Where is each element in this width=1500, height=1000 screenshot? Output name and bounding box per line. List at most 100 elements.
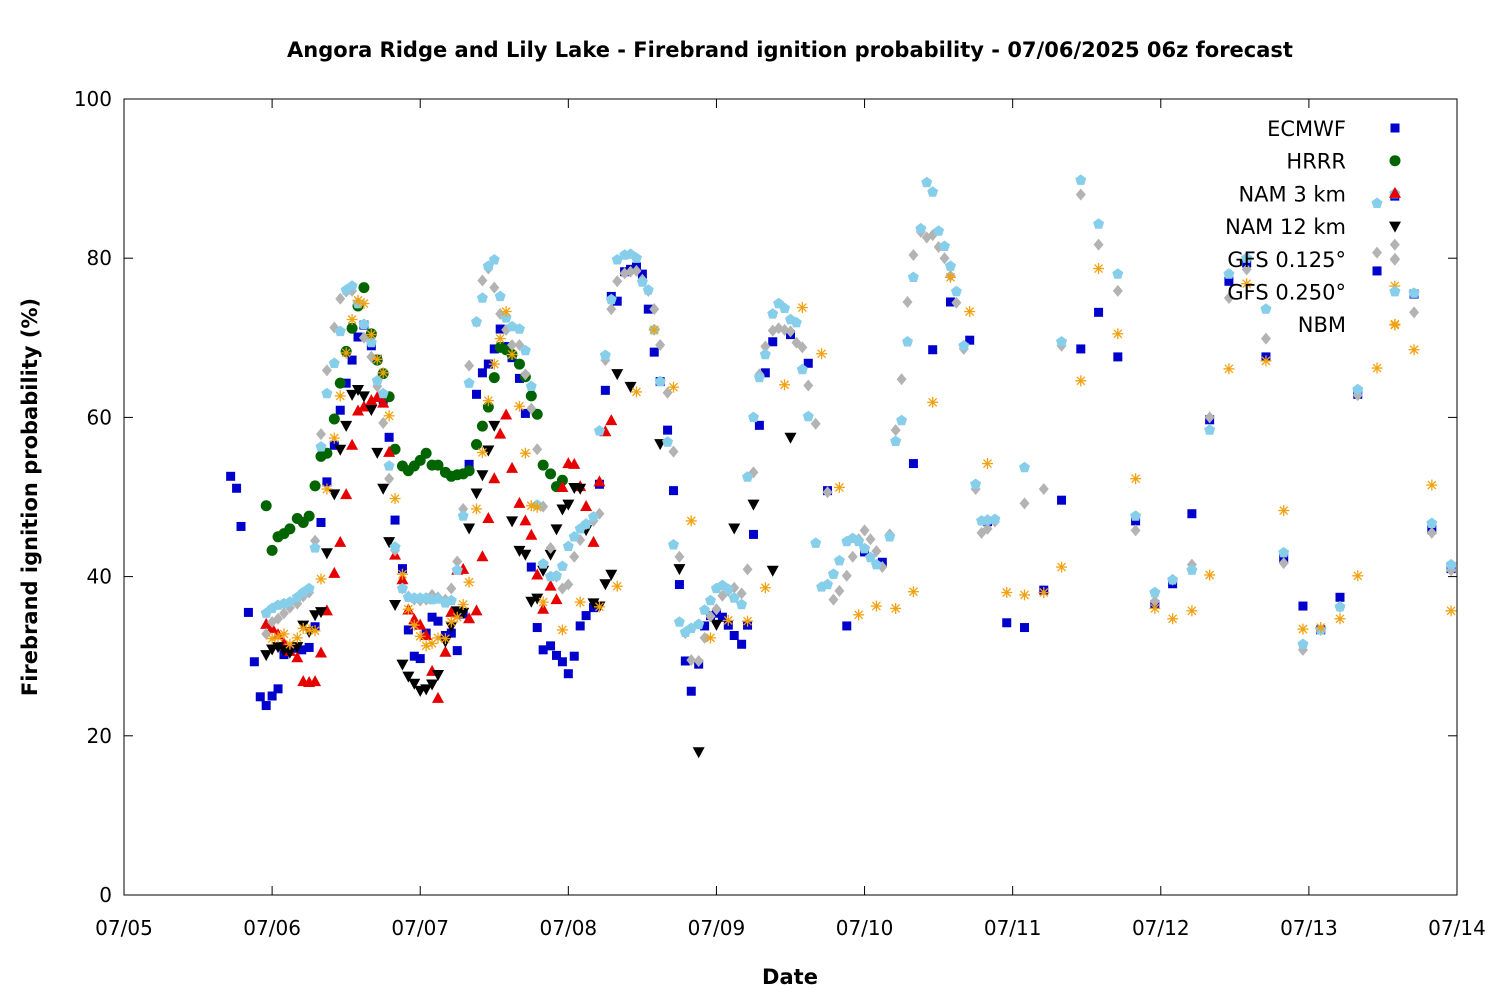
data-point (1352, 383, 1364, 395)
data-point (1167, 574, 1179, 585)
data-point (470, 604, 483, 616)
data-point (291, 651, 304, 663)
data-point (803, 379, 814, 392)
data-point (562, 499, 575, 511)
data-point (1019, 589, 1031, 601)
data-point (928, 345, 938, 355)
data-point (371, 391, 384, 402)
data-point (309, 542, 321, 553)
data-point (728, 523, 741, 535)
data-point (1315, 622, 1327, 634)
data-point (1204, 411, 1215, 424)
data-point (686, 686, 696, 696)
data-point (1372, 266, 1382, 276)
data-point (1093, 263, 1105, 275)
data-point (796, 363, 808, 375)
data-point (328, 432, 340, 444)
data-point (611, 254, 623, 265)
data-point (1001, 587, 1013, 599)
data-point (452, 555, 463, 568)
data-point (1186, 605, 1198, 617)
data-point (742, 471, 754, 482)
data-point (551, 650, 561, 660)
data-point (334, 377, 346, 389)
legend-marker (1389, 285, 1401, 297)
data-point (907, 271, 919, 282)
data-point (545, 468, 557, 480)
legend-label: ECMWF (1267, 117, 1346, 141)
data-point (477, 274, 488, 287)
data-point (1130, 510, 1142, 521)
legend-marker (1389, 186, 1401, 198)
data-point (488, 472, 501, 484)
data-point (439, 633, 451, 645)
data-point (260, 650, 273, 662)
data-point (747, 499, 760, 511)
data-point (494, 290, 506, 302)
data-point (841, 569, 852, 582)
data-point (593, 601, 605, 613)
data-point (346, 438, 359, 450)
legend-label: NAM 12 km (1225, 215, 1346, 239)
data-point (810, 417, 821, 430)
data-point (574, 596, 586, 608)
data-point (531, 408, 543, 420)
data-point (1130, 524, 1141, 537)
x-tick-label: 07/10 (836, 916, 894, 940)
data-point (545, 541, 556, 554)
data-point (249, 657, 259, 667)
data-point (1130, 473, 1142, 485)
data-point (624, 381, 637, 393)
data-point (1278, 557, 1289, 570)
data-point (958, 340, 970, 351)
data-point (833, 481, 845, 493)
data-point (390, 515, 400, 525)
data-point (322, 477, 332, 487)
data-point (414, 618, 427, 630)
data-point (463, 523, 476, 535)
legend-marker (1390, 123, 1400, 133)
data-point (520, 368, 531, 381)
data-point (1426, 479, 1438, 491)
data-point (532, 623, 542, 633)
data-point (432, 632, 444, 644)
data-point (1372, 246, 1383, 259)
data-point (663, 425, 673, 435)
data-point (605, 414, 618, 426)
data-point (970, 478, 982, 489)
data-point (315, 441, 327, 452)
data-point (662, 436, 674, 447)
data-point (1076, 344, 1086, 354)
data-point (340, 420, 353, 432)
data-point (321, 387, 333, 399)
data-point (767, 308, 779, 319)
data-point (309, 675, 322, 687)
data-point (525, 390, 537, 402)
data-point (334, 390, 346, 402)
data-point (1426, 526, 1437, 539)
data-point (692, 747, 705, 759)
data-point (668, 445, 679, 458)
x-tick-label: 07/05 (95, 916, 153, 940)
legend-label: NBM (1298, 313, 1346, 337)
data-point (284, 596, 296, 607)
data-point (1371, 197, 1383, 208)
data-point (1075, 375, 1087, 387)
data-point (384, 472, 395, 485)
data-point (346, 389, 359, 401)
data-point (668, 486, 678, 496)
data-point (779, 379, 791, 391)
data-point (599, 579, 612, 591)
data-point (685, 515, 697, 527)
data-point (1278, 546, 1290, 558)
data-point (383, 460, 395, 471)
data-point (1019, 497, 1030, 510)
data-point (760, 340, 771, 353)
data-point (1426, 517, 1438, 528)
data-point (320, 548, 333, 560)
data-point (728, 592, 740, 603)
data-point (989, 513, 1001, 524)
data-point (1038, 483, 1049, 496)
data-point (426, 679, 439, 691)
data-point (402, 671, 415, 683)
